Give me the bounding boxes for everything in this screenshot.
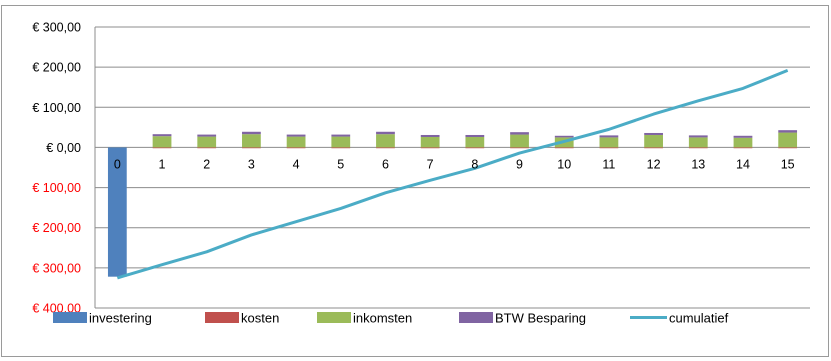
- y-axis: € 300,00 € 200,00 € 100,00 € 0,00 € 100,00 € …: [32, 21, 96, 316]
- x-tick-label: 14: [736, 157, 750, 171]
- bar-inkomsten: [465, 136, 485, 148]
- cumulative-line: [116, 68, 789, 280]
- legend-symbol-inkomsten: [317, 312, 351, 323]
- bar-kosten: [286, 147, 306, 149]
- bar-btw-besparing: [331, 134, 351, 137]
- bar-btw-besparing: [465, 134, 485, 137]
- x-tick-label: 11: [602, 157, 615, 171]
- bar-investering: [107, 147, 127, 277]
- x-tick-label: 12: [647, 157, 661, 171]
- bar-btw-besparing: [376, 131, 395, 135]
- legend: investering kosten inkomsten BTW Besparing c…: [53, 311, 729, 326]
- bar-inkomsten: [420, 136, 440, 148]
- bar-kosten: [152, 147, 172, 149]
- cashflow-chart: € 300,00 € 200,00 € 100,00 € 0,00 € 100,00 € …: [32, 21, 810, 326]
- bar-kosten: [420, 147, 440, 149]
- x-tick-label: 0: [114, 157, 121, 171]
- bar-inkomsten: [242, 134, 261, 148]
- bar-inkomsten: [286, 136, 306, 148]
- bar-btw-besparing: [242, 131, 261, 135]
- bar-inkomsten: [644, 134, 663, 148]
- legend-label: kosten: [241, 311, 279, 326]
- x-tick-label: 2: [203, 157, 210, 171]
- bar-inkomsten: [152, 136, 172, 148]
- bar-kosten: [331, 147, 351, 149]
- bar-btw-besparing: [152, 134, 172, 137]
- bar-btw-besparing: [644, 132, 663, 135]
- bar-inkomsten: [778, 132, 798, 148]
- bar-kosten: [778, 147, 798, 149]
- y-tick-label: € 300,00: [32, 261, 81, 275]
- x-tick-label: 8: [471, 157, 478, 171]
- chart-frame: € 300,00 € 200,00 € 100,00 € 0,00 € 100,00 € …: [1, 5, 829, 357]
- x-tick-label: 15: [781, 157, 795, 171]
- legend-label: inkomsten: [353, 311, 412, 326]
- x-tick-label: 9: [516, 157, 523, 171]
- bar-inkomsten: [688, 137, 708, 148]
- x-tick-label: 1: [159, 157, 166, 171]
- y-tick-label: € 100,00: [32, 181, 81, 195]
- bar-kosten: [197, 147, 217, 149]
- y-tick-label: € 0,00: [46, 141, 81, 155]
- x-tick-label: 5: [337, 157, 344, 171]
- x-axis: 0 1 2 3 4 5 6 7 8 9 10 11 12 13 14 15: [114, 157, 795, 171]
- bar-btw-besparing: [197, 134, 217, 137]
- bar-btw-besparing: [554, 135, 574, 138]
- bar-kosten: [644, 147, 663, 149]
- bar-btw-besparing: [286, 134, 306, 137]
- x-tick-label: 10: [557, 157, 571, 171]
- legend-label: investering: [89, 311, 152, 326]
- bar-inkomsten: [733, 137, 753, 148]
- y-tick-label: € 100,00: [32, 101, 81, 115]
- y-tick-label: € 300,00: [32, 21, 81, 35]
- bar-kosten: [688, 147, 708, 149]
- y-tick-label: € 200,00: [32, 61, 81, 75]
- bar-kosten: [733, 147, 753, 149]
- bar-series: [107, 130, 798, 277]
- bar-btw-besparing: [420, 134, 440, 137]
- bar-kosten: [510, 147, 529, 149]
- x-tick-label: 7: [427, 157, 434, 171]
- bar-kosten: [599, 147, 619, 149]
- x-tick-label: 13: [691, 157, 705, 171]
- bar-btw-besparing: [599, 135, 619, 138]
- bar-kosten: [465, 147, 485, 149]
- bar-btw-besparing: [510, 132, 529, 135]
- x-tick-label: 3: [248, 157, 255, 171]
- bar-btw-besparing: [778, 130, 798, 133]
- bar-inkomsten: [376, 134, 395, 148]
- bar-inkomsten: [197, 136, 217, 148]
- bar-kosten: [554, 147, 574, 149]
- bar-btw-besparing: [733, 135, 753, 138]
- legend-label: BTW Besparing: [495, 311, 586, 326]
- x-tick-label: 6: [382, 157, 389, 171]
- bar-kosten: [242, 147, 261, 149]
- bar-inkomsten: [331, 136, 351, 148]
- bar-inkomsten: [510, 134, 529, 148]
- x-tick-label: 4: [293, 157, 300, 171]
- line-cumulatief: [116, 68, 789, 280]
- bar-inkomsten: [599, 137, 619, 148]
- legend-symbol-kosten: [205, 312, 239, 323]
- bar-btw-besparing: [688, 135, 708, 138]
- bar-kosten: [376, 147, 395, 149]
- legend-symbol-btw-besparing: [459, 312, 493, 323]
- legend-symbol-investering: [53, 312, 87, 323]
- legend-label: cumulatief: [669, 311, 729, 326]
- y-tick-label: € 200,00: [32, 221, 81, 235]
